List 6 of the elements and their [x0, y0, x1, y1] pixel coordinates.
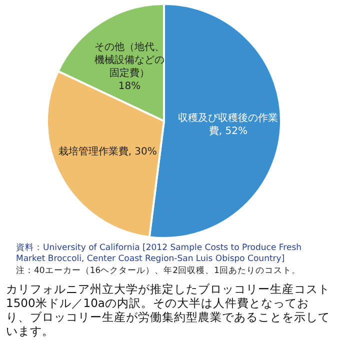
slice-label: 収穫及び収穫後の作業費, 52% — [178, 112, 278, 138]
text: 資料：University of California [2012 Sample Costs to Produce Fresh Market Broccoli, Center Coast Region-San Luis Obispo Country] — [15, 243, 303, 265]
text: 注：40エーカー（16ヘクタール）、年2回収穫、1回あたりのコスト。 — [15, 265, 302, 277]
slice-label: 栽培管理作業費, 30% — [58, 146, 157, 158]
data-label: 18% — [118, 80, 141, 92]
text: カリフォルニア州立大学が推定したブロッコリー生産コスト1500米ドル／10aの内訳。その大半は人件費となっており、ブロッコリー生産が労働集約型農業であることを示しています。 — [5, 282, 331, 338]
